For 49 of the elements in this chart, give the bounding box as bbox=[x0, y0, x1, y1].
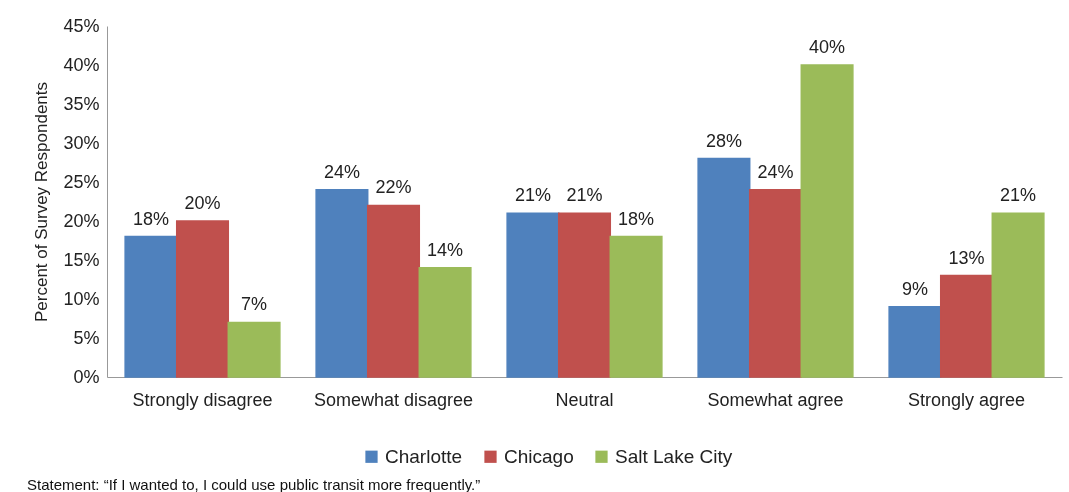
bar bbox=[227, 321, 281, 378]
data-label: 40% bbox=[809, 37, 846, 57]
y-axis-title: Percent of Survey Respondents bbox=[32, 81, 52, 323]
y-tick-label: 45% bbox=[63, 15, 100, 36]
bar bbox=[506, 212, 560, 378]
x-tick-label: Strongly disagree bbox=[132, 389, 273, 410]
bar bbox=[697, 157, 751, 378]
y-tick-label: 10% bbox=[63, 288, 100, 309]
bar bbox=[418, 267, 472, 378]
y-tick-label: 15% bbox=[63, 249, 100, 270]
data-label: 9% bbox=[901, 278, 928, 299]
bar bbox=[609, 235, 663, 378]
data-label: 24% bbox=[757, 161, 794, 182]
x-tick-label: Somewhat disagree bbox=[313, 389, 474, 410]
data-label: 21% bbox=[566, 185, 603, 206]
bar bbox=[991, 212, 1045, 378]
bar bbox=[800, 64, 854, 378]
data-label: 18% bbox=[132, 208, 169, 229]
data-label: 13% bbox=[948, 247, 985, 268]
data-label: 7% bbox=[241, 294, 268, 315]
y-tick-label: 0% bbox=[73, 366, 100, 387]
bar bbox=[939, 274, 994, 378]
data-label: 28% bbox=[705, 130, 742, 151]
y-tick-label: 20% bbox=[63, 210, 100, 231]
x-tick-label: Somewhat agree bbox=[707, 389, 844, 410]
data-label: 24% bbox=[323, 161, 360, 182]
bar bbox=[315, 189, 369, 378]
y-tick-label: 30% bbox=[63, 132, 100, 153]
bar bbox=[888, 306, 942, 378]
data-label: 21% bbox=[1000, 185, 1037, 206]
data-label: 20% bbox=[184, 193, 221, 213]
data-label: 21% bbox=[514, 185, 551, 206]
legend-label: Chicago bbox=[504, 445, 574, 467]
legend-label: Charlotte bbox=[385, 445, 463, 467]
bar bbox=[557, 212, 612, 378]
data-label: 14% bbox=[427, 239, 464, 260]
data-label: 22% bbox=[375, 177, 412, 198]
bar bbox=[748, 189, 803, 378]
y-tick-label: 5% bbox=[73, 327, 100, 348]
data-label: 18% bbox=[618, 208, 655, 229]
bar bbox=[175, 220, 230, 378]
x-tick-label: Strongly agree bbox=[907, 389, 1026, 410]
y-tick-label: 40% bbox=[63, 54, 100, 75]
y-tick-label: 25% bbox=[63, 171, 100, 192]
x-tick-label: Neutral bbox=[555, 389, 614, 410]
legend-label: Salt Lake City bbox=[615, 445, 733, 467]
bar bbox=[124, 235, 178, 378]
bar bbox=[366, 204, 421, 378]
y-tick-label: 35% bbox=[63, 93, 100, 114]
